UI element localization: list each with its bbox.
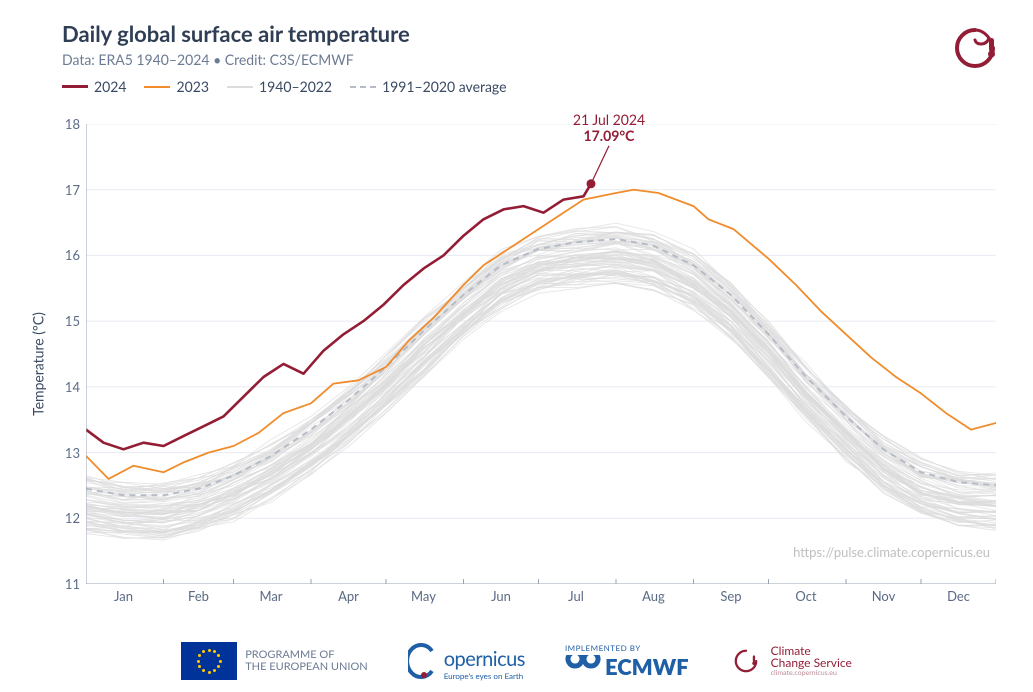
y-tick-label: 13 [52,445,80,461]
chart-legend: 2024 2023 1940–2022 1991–2020 average [62,78,506,95]
y-tick-label: 15 [52,313,80,329]
peak-annotation-date: 21 Jul 2024 [573,112,645,128]
c3s-sub: climate.copernicus.eu [771,670,852,677]
implemented-by-label: IMPLEMENTED BY [565,643,689,653]
ecmwf-logo: ECMWF [565,653,689,680]
legend-swatch [144,86,170,88]
c3s-badge-icon [945,18,1005,78]
copernicus-c-icon [408,641,436,681]
chart-header: Daily global surface air temperature Dat… [62,20,506,95]
legend-label: 1991–2020 average [382,78,506,95]
y-tick-label: 16 [52,247,80,263]
x-tick-label: Sep [720,588,741,604]
y-tick-label: 18 [52,116,80,132]
copernicus-text: opernicus Europe's eyes on Earth [444,647,525,681]
chart-title: Daily global surface air temperature [62,20,506,47]
copernicus-name: opernicus [444,647,525,671]
x-tick-label: Aug [642,588,665,604]
eu-flag-icon [181,642,237,680]
chart: Temperature (°C) https://pulse.climate.c… [38,124,1010,604]
legend-label: 1940–2022 [259,78,332,95]
y-axis-label: Temperature (°C) [30,312,47,416]
y-tick-label: 14 [52,379,80,395]
c3s-footer-block: Climate Change Service climate.copernicu… [729,644,852,678]
peak-annotation: 21 Jul 202417.09°C [573,112,645,144]
x-tick-label: Jul [568,588,584,604]
legend-swatch [227,86,253,88]
chart-titles: Daily global surface air temperature Dat… [62,20,506,68]
legend-label: 2023 [176,78,208,95]
x-tick-label: Mar [259,588,282,604]
c3s-mini-icon [729,644,763,678]
eu-programme-line2: THE EUROPEAN UNION [245,661,368,673]
legend-item: 2024 [62,78,126,95]
y-tick-label: 12 [52,510,80,526]
x-tick-label: Jan [114,588,133,604]
eu-programme-block: PROGRAMME OF THE EUROPEAN UNION [181,642,368,680]
x-tick-label: Dec [947,588,970,604]
chart-subtitle: Data: ERA5 1940–2024 • Credit: C3S/ECMWF [62,51,506,68]
legend-item: 2023 [144,78,208,95]
ecmwf-block: IMPLEMENTED BY ECMWF [565,643,689,680]
c3s-text: Climate Change Service climate.copernicu… [771,645,852,678]
eu-programme-text: PROGRAMME OF THE EUROPEAN UNION [245,649,368,673]
y-tick-label: 11 [52,576,80,592]
x-tick-label: Feb [188,588,209,604]
copernicus-block: opernicus Europe's eyes on Earth [408,641,525,681]
legend-swatch [62,85,88,88]
x-tick-label: Apr [338,588,359,604]
legend-item: 1991–2020 average [350,78,506,95]
plot-area: https://pulse.climate.copernicus.eu 1112… [86,124,996,584]
x-tick-label: Oct [795,588,816,604]
legend-swatch [350,86,376,88]
x-tick-label: May [411,588,436,604]
ecmwf-text: ECMWF [605,653,689,680]
plot-svg [86,124,996,584]
footer: PROGRAMME OF THE EUROPEAN UNION opernicu… [0,636,1033,686]
x-tick-label: Nov [872,588,896,604]
ecmwf-loops-icon [565,655,601,677]
source-url: https://pulse.climate.copernicus.eu [793,544,990,560]
legend-label: 2024 [94,78,126,95]
x-tick-label: Jun [491,588,511,604]
legend-item: 1940–2022 [227,78,332,95]
copernicus-tagline: Europe's eyes on Earth [444,671,525,681]
peak-annotation-value: 17.09°C [573,128,645,144]
y-tick-label: 17 [52,182,80,198]
